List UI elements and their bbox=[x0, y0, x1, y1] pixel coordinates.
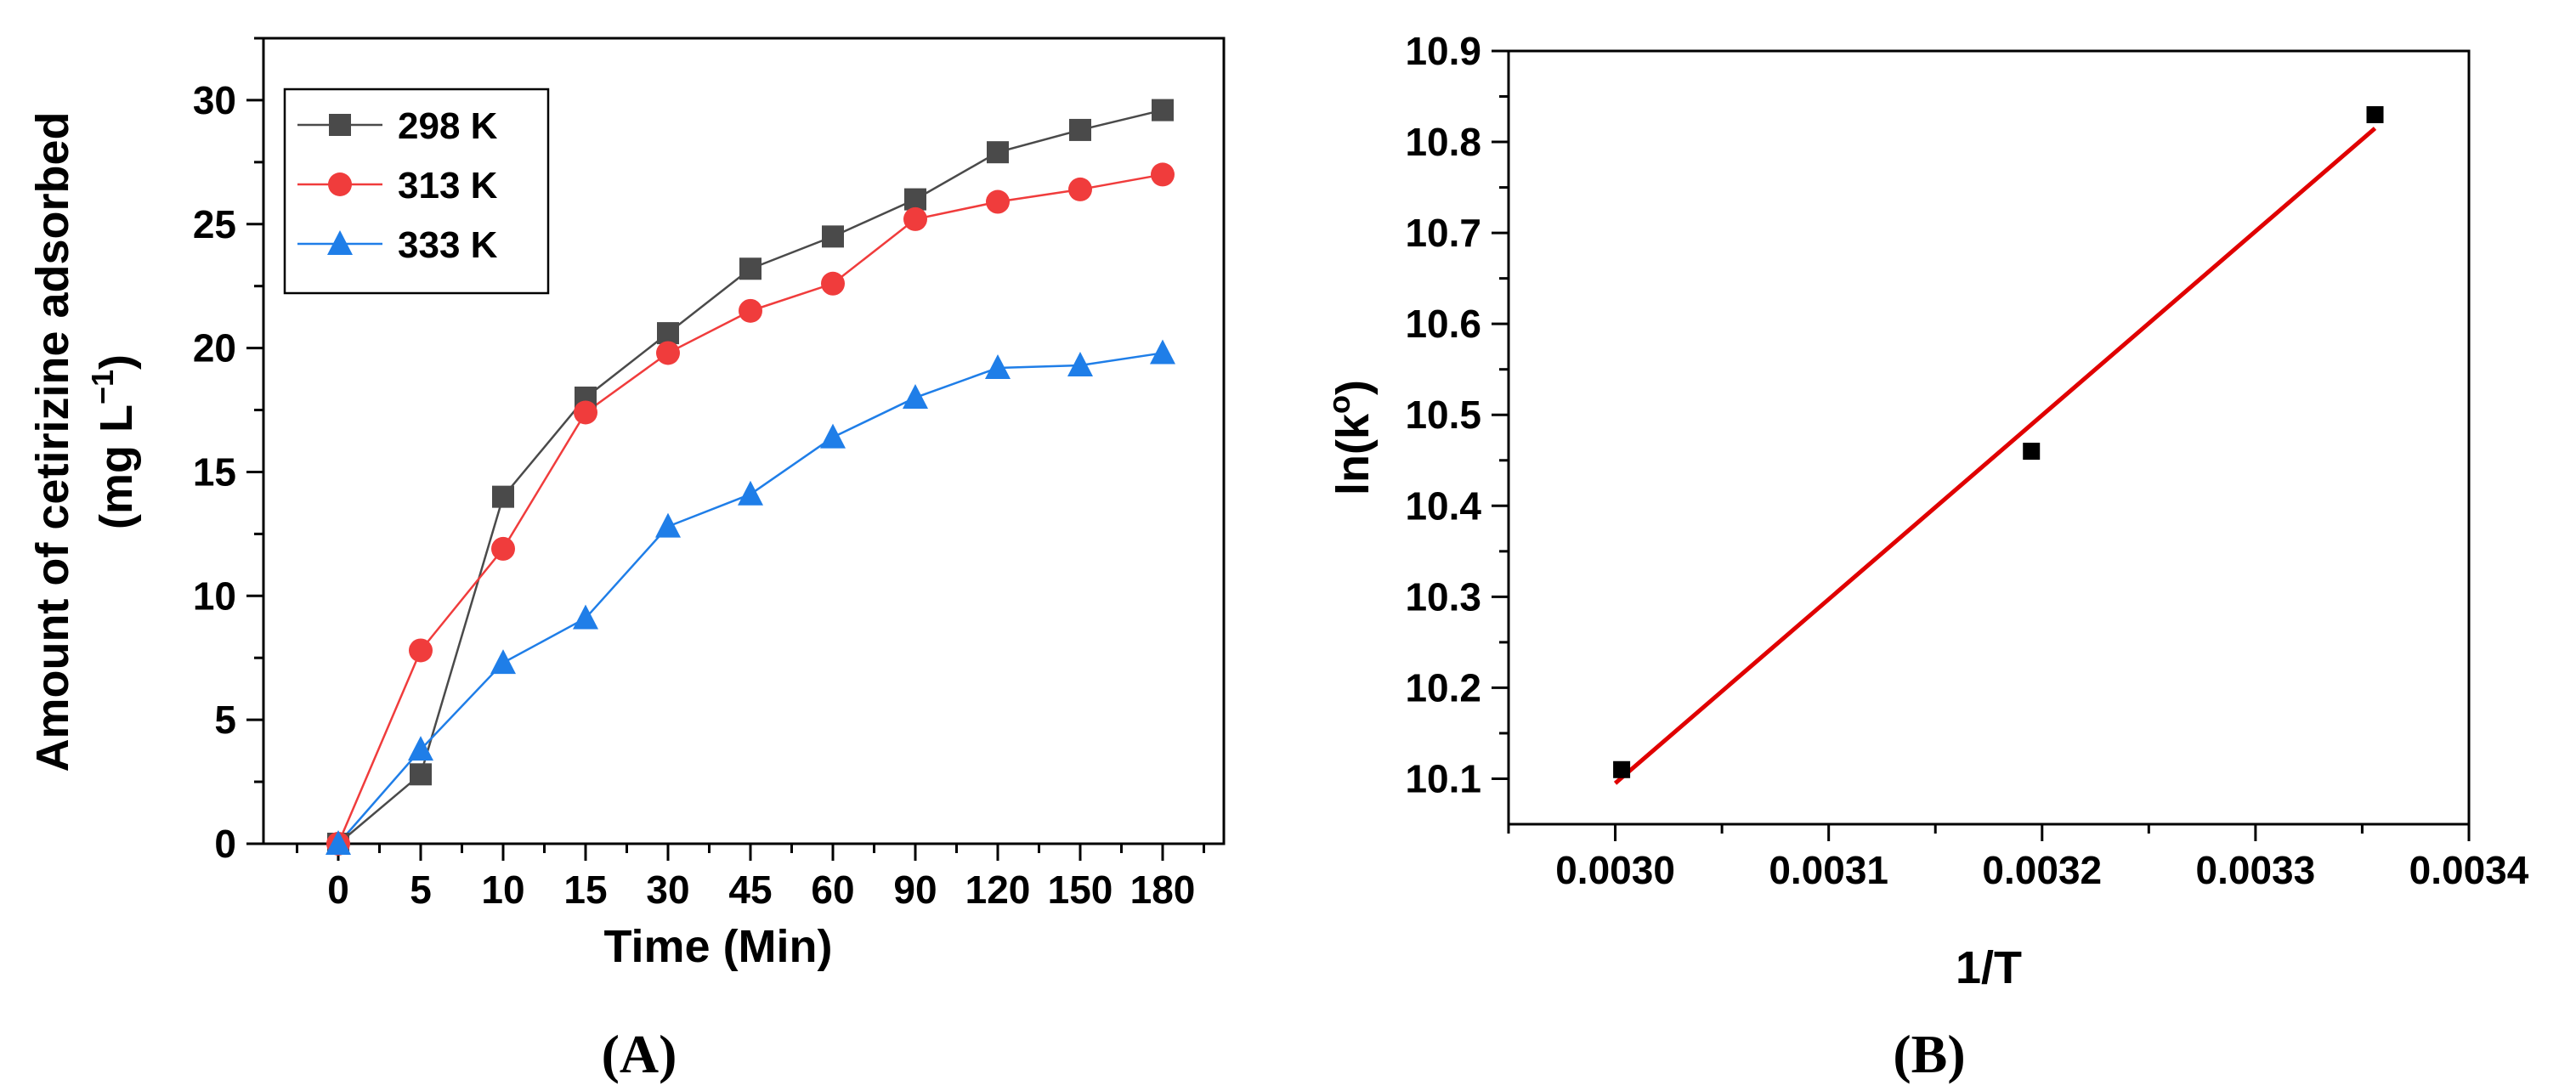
data-point-298-k bbox=[739, 257, 761, 280]
y-tick-label-a: 15 bbox=[193, 449, 236, 494]
data-point-313-k bbox=[821, 271, 845, 296]
y-tick-label-a: 5 bbox=[214, 698, 236, 742]
x-tick-label-a: 90 bbox=[893, 868, 937, 912]
data-point-298-k bbox=[987, 141, 1009, 164]
data-point-333-k bbox=[573, 604, 598, 630]
data-point-333-k bbox=[1067, 352, 1093, 377]
y-tick-label-a: 10 bbox=[193, 574, 236, 618]
x-axis-title-b: 1/T bbox=[1956, 942, 2022, 993]
fit-line bbox=[1613, 127, 2377, 785]
data-point-298-k bbox=[822, 225, 844, 248]
x-tick-label-b: 0.0032 bbox=[1982, 848, 2102, 892]
data-point-313-k bbox=[903, 206, 927, 231]
data-point-313-k bbox=[1151, 162, 1175, 187]
data-point-333-k bbox=[738, 480, 763, 506]
data-point-b bbox=[1613, 760, 1631, 778]
data-point-313-k bbox=[986, 189, 1010, 214]
data-point-b bbox=[2366, 105, 2384, 123]
data-point-313-k bbox=[574, 400, 597, 425]
x-tick-label-b: 0.0034 bbox=[2409, 848, 2529, 892]
x-tick-label-a: 60 bbox=[811, 868, 854, 912]
legend-marker bbox=[328, 172, 352, 196]
x-tick-label-b: 0.0030 bbox=[1555, 848, 1675, 892]
y-axis-title-a-line2: (mg L−1) bbox=[85, 354, 142, 529]
data-point-333-k bbox=[326, 830, 351, 855]
data-point-313-k bbox=[739, 298, 762, 323]
legend-label: 333 K bbox=[398, 224, 498, 266]
y-tick-label-a: 30 bbox=[193, 78, 236, 122]
y-tick-label-b: 10.7 bbox=[1405, 211, 1481, 255]
panel-b: 0.0030 0.0031 0.0032 0.0033 0.0034 10.1 10.2 10… bbox=[1322, 29, 2529, 1084]
y-tick-label-a: 20 bbox=[193, 326, 236, 370]
data-point-313-k bbox=[409, 638, 433, 663]
data-point-298-k bbox=[657, 322, 679, 345]
data-point-313-k bbox=[491, 536, 515, 561]
y-tick-label-a: 25 bbox=[193, 202, 236, 246]
legend-label: 313 K bbox=[398, 165, 498, 206]
x-tick-label-a: 0 bbox=[327, 868, 349, 912]
y-tick-label-b: 10.5 bbox=[1405, 393, 1481, 437]
data-point-298-k bbox=[904, 188, 926, 211]
y-tick-label-b: 10.8 bbox=[1405, 120, 1481, 164]
plot-frame-b bbox=[1507, 49, 2471, 826]
x-tick-label-a: 15 bbox=[563, 868, 607, 912]
x-tick-label-a: 30 bbox=[646, 868, 689, 912]
y-tick-label-b: 10.6 bbox=[1405, 302, 1481, 346]
plot-frame-a bbox=[262, 37, 1226, 845]
data-point-333-k bbox=[408, 736, 433, 761]
x-tick-label-a: 45 bbox=[728, 868, 772, 912]
data-point-b bbox=[2023, 443, 2041, 461]
x-tick-label-b: 0.0033 bbox=[2196, 848, 2316, 892]
panel-a: 0 5 10 15 30 45 60 90 120 150 180 0 5 10 15 20 25 30 298 … bbox=[27, 37, 1226, 1084]
data-point-333-k bbox=[1150, 339, 1175, 365]
data-point-298-k bbox=[492, 485, 514, 508]
panel-label-b: (B) bbox=[1893, 1024, 1965, 1084]
x-tick-label-b: 0.0031 bbox=[1769, 848, 1888, 892]
y-tick-label-b: 10.2 bbox=[1405, 665, 1481, 709]
x-tick-label-a: 180 bbox=[1130, 868, 1196, 912]
legend-box-a bbox=[283, 88, 550, 295]
data-point-333-k bbox=[655, 512, 681, 538]
y-tick-label-b: 10.9 bbox=[1405, 29, 1481, 73]
legend-marker bbox=[327, 230, 353, 255]
y-tick-label-b: 10.1 bbox=[1405, 756, 1481, 800]
x-tick-label-a: 120 bbox=[965, 868, 1031, 912]
data-point-333-k bbox=[820, 423, 846, 449]
x-tick-label-a: 10 bbox=[481, 868, 524, 912]
x-axis-title-a: Time (Min) bbox=[604, 921, 833, 972]
data-point-298-k bbox=[410, 763, 432, 786]
x-tick-label-a: 150 bbox=[1048, 868, 1113, 912]
legend-marker bbox=[329, 114, 351, 136]
data-point-333-k bbox=[985, 353, 1011, 379]
data-point-313-k bbox=[656, 341, 680, 365]
data-point-333-k bbox=[903, 383, 928, 409]
y-tick-label-b: 10.4 bbox=[1405, 483, 1481, 528]
panel-label-a: (A) bbox=[602, 1024, 677, 1084]
y-axis-title-a-line1: Amount of cetirizine adsorbed bbox=[27, 111, 78, 772]
y-axis-title-b: ln(ko) bbox=[1322, 380, 1379, 495]
legend-label: 298 K bbox=[398, 105, 498, 147]
x-tick-label-a: 5 bbox=[410, 868, 432, 912]
data-point-298-k bbox=[1069, 118, 1091, 141]
data-point-298-k bbox=[1152, 99, 1174, 122]
y-tick-label-a: 0 bbox=[214, 822, 236, 866]
y-tick-label-b: 10.3 bbox=[1405, 574, 1481, 619]
data-point-313-k bbox=[1068, 177, 1092, 201]
data-point-333-k bbox=[490, 649, 516, 675]
